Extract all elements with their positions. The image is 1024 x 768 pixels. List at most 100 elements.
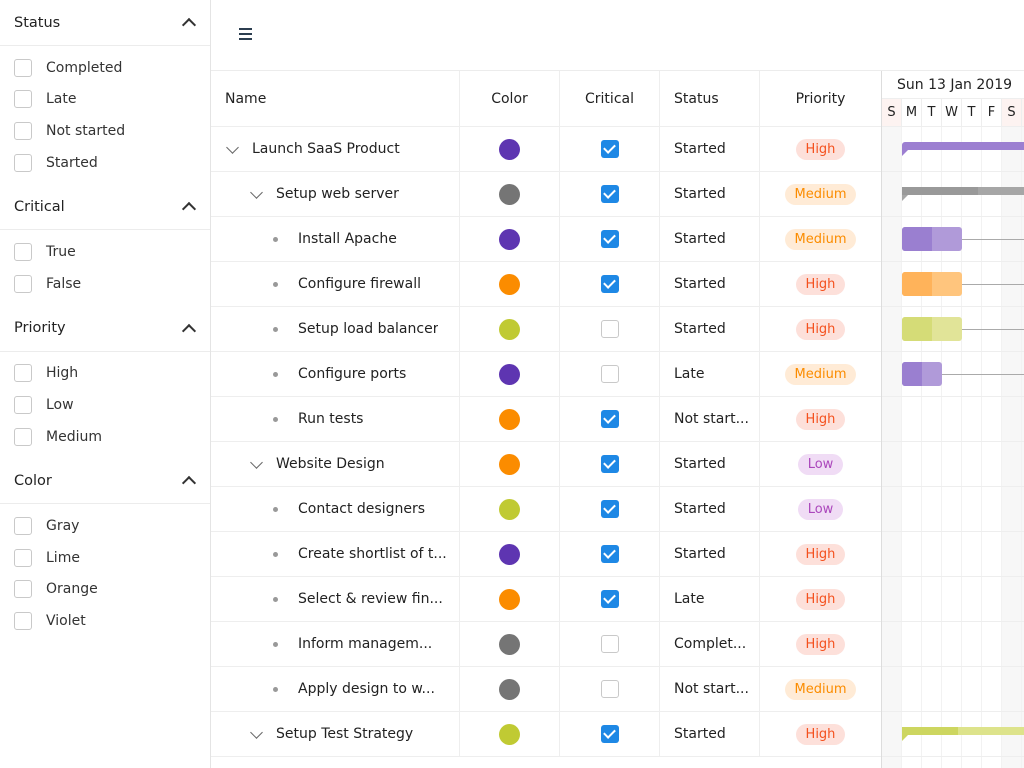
filter-checkbox[interactable]	[14, 517, 32, 536]
column-header-priority[interactable]: Priority	[795, 90, 846, 107]
table-row[interactable]: Create shortlist of t... Started High	[211, 532, 882, 577]
color-swatch	[499, 588, 520, 610]
task-name: Setup Test Strategy	[276, 726, 414, 742]
filter-checkbox[interactable]	[14, 580, 32, 599]
chevron-down-icon[interactable]	[250, 725, 263, 739]
critical-cell	[560, 172, 660, 216]
color-cell	[460, 712, 560, 756]
table-row[interactable]: Configure firewall Started High	[211, 262, 882, 307]
critical-checkbox[interactable]	[600, 545, 619, 563]
summary-bar[interactable]	[902, 187, 1024, 201]
critical-cell	[560, 622, 660, 666]
priority-cell: Low	[760, 442, 881, 486]
task-bar[interactable]	[902, 362, 942, 386]
critical-checkbox[interactable]	[600, 185, 619, 203]
filter-checkbox[interactable]	[14, 395, 32, 414]
critical-checkbox[interactable]	[600, 230, 619, 248]
table-row[interactable]: Launch SaaS Product Started High	[211, 127, 882, 172]
filter-option[interactable]: Late	[0, 84, 210, 116]
critical-cell	[560, 397, 660, 441]
filter-checkbox[interactable]	[14, 153, 32, 172]
critical-cell	[560, 487, 660, 531]
filter-group-header[interactable]: Status	[0, 0, 210, 46]
chevron-up-icon[interactable]	[181, 476, 197, 491]
critical-checkbox[interactable]	[600, 500, 619, 518]
critical-checkbox[interactable]	[600, 410, 619, 428]
status-cell: Not start...	[660, 397, 760, 441]
critical-checkbox[interactable]	[600, 365, 619, 383]
critical-checkbox[interactable]	[600, 725, 619, 743]
filter-option[interactable]: Violet	[0, 605, 210, 637]
task-name: Apply design to w...	[298, 681, 435, 697]
table-row[interactable]: Install Apache Started Medium	[211, 217, 882, 262]
table-row[interactable]: Select & review fin... Late High	[211, 577, 882, 622]
hamburger-menu-icon[interactable]	[239, 28, 252, 40]
chevron-up-icon[interactable]	[181, 323, 197, 338]
critical-checkbox[interactable]	[600, 455, 619, 473]
critical-checkbox[interactable]	[600, 320, 619, 338]
table-row[interactable]: Website Design Started Low	[211, 442, 882, 487]
filter-checkbox[interactable]	[14, 121, 32, 140]
table-row[interactable]: Inform managem... Complet... High	[211, 622, 882, 667]
filter-checkbox[interactable]	[14, 90, 32, 109]
table-row[interactable]: Setup web server Started Medium	[211, 172, 882, 217]
filter-checkbox[interactable]	[14, 611, 32, 630]
filter-option[interactable]: False	[0, 268, 210, 300]
filter-group-header[interactable]: Priority	[0, 306, 210, 352]
critical-checkbox[interactable]	[600, 680, 619, 698]
filter-option[interactable]: Medium	[0, 421, 210, 453]
color-cell	[460, 262, 560, 306]
filter-option[interactable]: Started	[0, 147, 210, 179]
filter-option[interactable]: True	[0, 236, 210, 268]
table-row[interactable]: Setup Test Strategy Started High	[211, 712, 882, 757]
column-header-color[interactable]: Color	[460, 71, 560, 126]
filter-option[interactable]: Orange	[0, 574, 210, 606]
chevron-up-icon[interactable]	[181, 202, 197, 217]
task-bar[interactable]	[902, 227, 962, 251]
filter-option[interactable]: Low	[0, 389, 210, 421]
filter-checkbox[interactable]	[14, 548, 32, 567]
color-swatch	[499, 498, 520, 520]
filter-group-header[interactable]: Color	[0, 458, 210, 505]
color-cell	[460, 352, 560, 396]
task-bar[interactable]	[902, 317, 962, 341]
task-grid: Name Color Critical Status Priority Launch Sa…	[211, 71, 882, 757]
filter-option[interactable]: Lime	[0, 542, 210, 574]
filter-checkbox[interactable]	[14, 427, 32, 446]
filter-group-header[interactable]: Critical	[0, 184, 210, 231]
summary-bar[interactable]	[902, 727, 1024, 741]
chevron-down-icon[interactable]	[226, 140, 239, 154]
chevron-up-icon[interactable]	[181, 17, 197, 33]
summary-bar[interactable]	[902, 142, 1024, 156]
critical-checkbox[interactable]	[600, 635, 619, 653]
task-bar[interactable]	[902, 272, 962, 296]
filter-option[interactable]: Gray	[0, 510, 210, 542]
color-swatch	[499, 273, 520, 295]
filter-checkbox[interactable]	[14, 58, 32, 77]
column-header-name[interactable]: Name	[211, 71, 460, 126]
critical-checkbox[interactable]	[600, 140, 619, 158]
filter-option[interactable]: Not started	[0, 115, 210, 147]
gantt-row	[882, 532, 1024, 577]
filter-option[interactable]: Completed	[0, 52, 210, 84]
column-header-status[interactable]: Status	[660, 71, 760, 126]
filter-checkbox[interactable]	[14, 243, 32, 262]
chevron-down-icon[interactable]	[250, 455, 263, 469]
name-cell: Run tests	[211, 397, 460, 441]
filter-checkbox[interactable]	[14, 364, 32, 383]
filter-option[interactable]: High	[0, 358, 210, 390]
critical-checkbox[interactable]	[600, 590, 619, 608]
critical-checkbox[interactable]	[600, 275, 619, 293]
status-cell: Late	[660, 577, 760, 621]
filter-checkbox[interactable]	[14, 274, 32, 293]
table-row[interactable]: Configure ports Late Medium	[211, 352, 882, 397]
chevron-down-icon[interactable]	[250, 185, 263, 199]
color-cell	[460, 667, 560, 711]
table-row[interactable]: Contact designers Started Low	[211, 487, 882, 532]
table-row[interactable]: Apply design to w... Not start... Medium	[211, 667, 882, 712]
grid-header-row: Name Color Critical Status Priority	[211, 71, 882, 127]
column-header-critical[interactable]: Critical	[560, 71, 660, 126]
table-row[interactable]: Run tests Not start... High	[211, 397, 882, 442]
table-row[interactable]: Setup load balancer Started High	[211, 307, 882, 352]
color-cell	[460, 487, 560, 531]
